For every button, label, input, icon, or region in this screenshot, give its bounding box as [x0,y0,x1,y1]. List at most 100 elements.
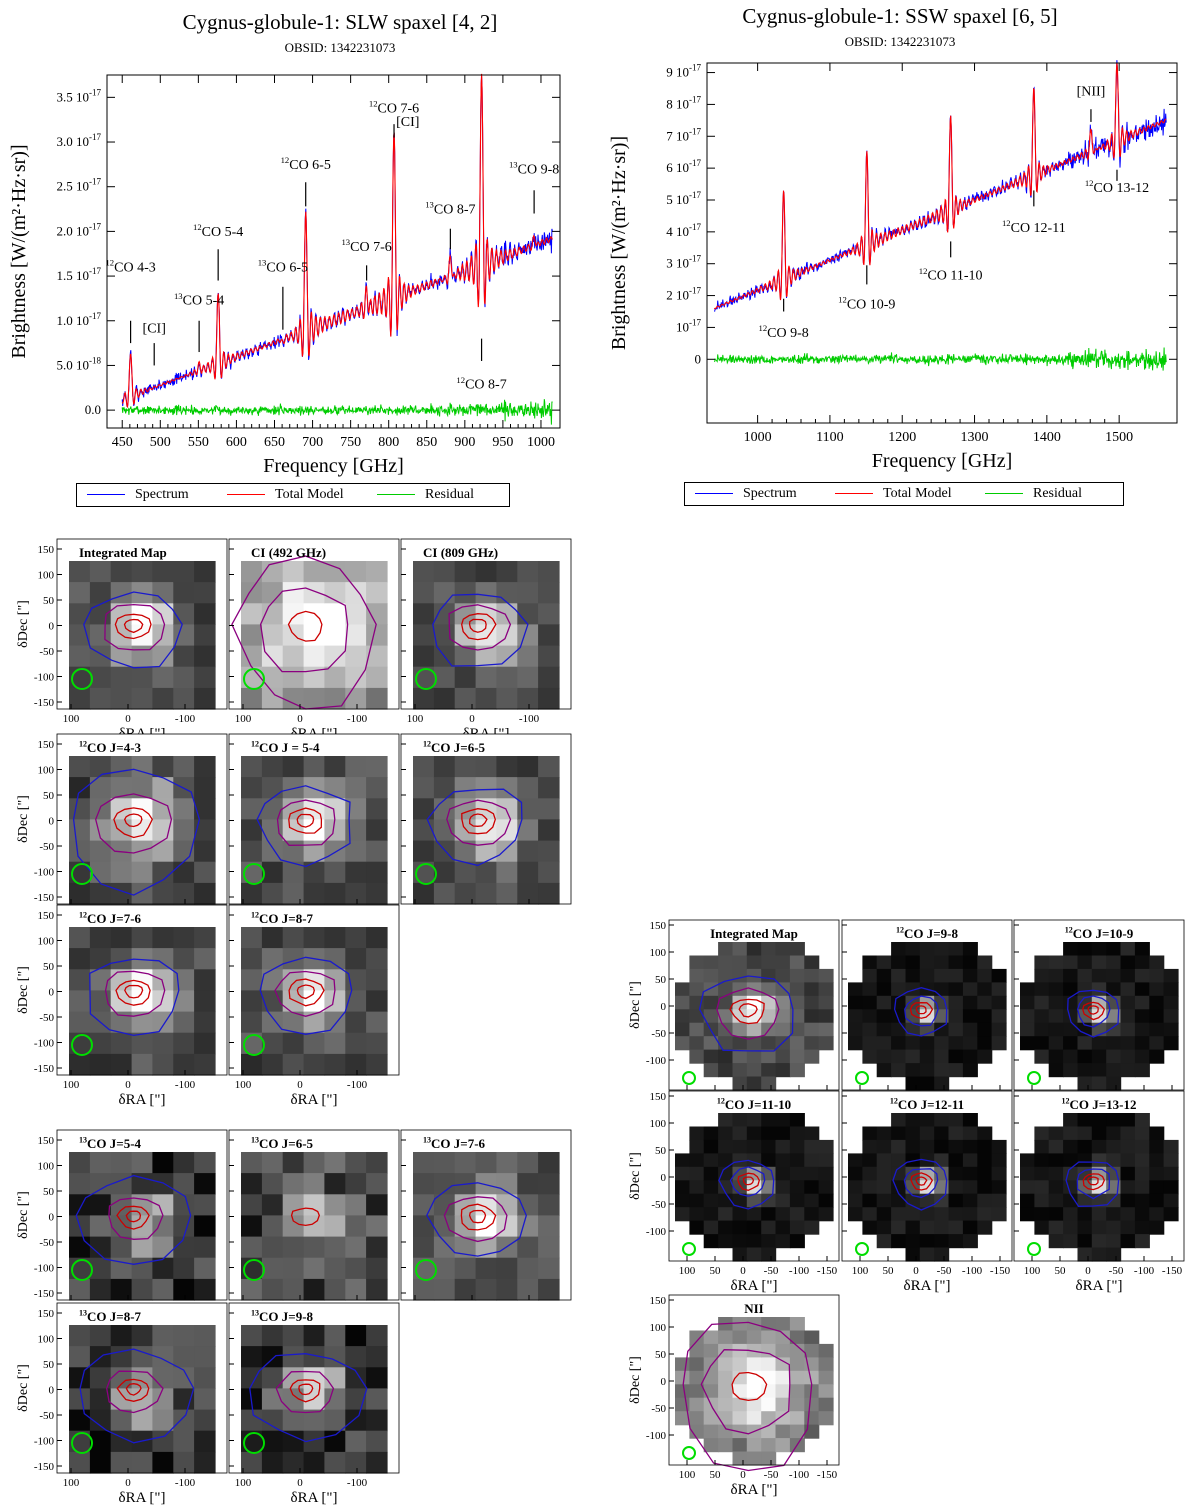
y-tick-label: 100 [650,1118,667,1130]
map-pixel [366,582,388,604]
map-pixel [194,1173,216,1195]
map-pixel [948,1049,964,1064]
map-pixel [732,942,748,957]
map-pixel [496,1194,518,1216]
map-pixel [1134,1126,1150,1141]
map-pixel [804,1220,820,1235]
y-tick-label: 2 10-17 [666,286,701,303]
map-pixel [1106,1126,1122,1141]
map-pixel [905,968,921,983]
map-pixel [324,1152,346,1174]
map-pixel [1034,1207,1050,1222]
map-pixel [891,1049,907,1064]
map-pixel [538,1215,560,1238]
map-pixel [454,1278,477,1301]
map-pixel [1063,1180,1079,1195]
map-pixel [475,840,498,863]
map-pixel [732,1076,748,1091]
map-pixel [718,1009,734,1024]
map-pixel [475,1278,498,1301]
map-pixel [675,1207,690,1222]
map-pixel [905,1207,921,1222]
map-pixel [1020,1022,1035,1037]
x-axis-title: δRA ["] [119,1490,166,1506]
x-tick-label: -100 [347,1477,368,1489]
map-pixel [241,756,263,778]
map-pixel [69,1325,91,1347]
map-pixel [718,1180,734,1195]
map-pixel [110,1053,133,1076]
map-pixel [110,948,133,970]
map-pixel [919,1193,935,1208]
map-frame [228,1302,400,1474]
map-pixel [689,1397,705,1412]
map-pixel [324,603,346,625]
total-model-series [713,62,1167,310]
map-pixel [703,995,719,1010]
map-pixel [1048,1234,1064,1249]
map-pixel [718,1220,734,1235]
x-axis-title: δRA ["] [1076,1278,1123,1294]
map-pixel [789,968,805,983]
map-title: Integrated Map [79,545,167,560]
map-pixel [689,1357,705,1372]
map-pixel [261,1215,284,1238]
map-contour [104,970,166,1017]
map-frame [228,1129,400,1301]
map-pixel [345,756,367,778]
map-pixel [1163,968,1179,983]
map-pixel [324,990,346,1013]
map-pixel [1134,995,1150,1010]
map-pixel [303,1236,326,1259]
map-pixel [261,666,284,689]
map-pixel [282,1388,305,1411]
map-title: 12CO J=11-10 [717,1097,791,1112]
map-pixel [1091,1220,1107,1235]
map-pixel [110,1236,133,1259]
map-pixel [948,982,964,997]
map-pixel [241,624,263,647]
map-pixel [1149,1153,1165,1168]
map-pixel [761,1153,777,1168]
map-pixel [761,1126,777,1141]
legend-total-model: Total Model [835,486,952,502]
map-pixel [110,687,133,710]
y-tick-label: -100 [646,1226,667,1238]
map-pixel [303,819,326,842]
map-pixel [718,1166,734,1181]
y-tick-label: 50 [655,1145,667,1157]
map-frame [228,904,400,1076]
map-pixel [977,1009,993,1024]
map-pixel [962,1126,978,1141]
map-pixel [241,1173,263,1195]
map-pixel [1106,1113,1122,1128]
map-pixel [152,1032,174,1055]
y-tick-label: -50 [39,1237,54,1249]
line-annotation: 12CO 12-11 [1002,218,1066,236]
map-pixel [454,840,477,863]
y-tick-label: 1.5 10-17 [57,266,102,283]
map-pixel [173,798,195,820]
map-pixel [241,840,263,863]
map-pixel [732,1126,748,1141]
x-tick-label: -100 [347,1079,368,1091]
map-pixel [775,1193,791,1208]
map-pixel [241,1367,263,1389]
map-pixel [703,1153,719,1168]
map-pixel [1134,1180,1150,1195]
map-pixel [746,968,762,983]
map-pixel [761,1113,777,1128]
map-pixel [173,819,195,842]
map-pixel [775,1063,791,1078]
y-tick-label: 7 10-17 [666,126,701,143]
map-contour [892,1158,948,1211]
map-pixel [194,1257,216,1280]
map-pixel [804,1193,820,1208]
map-pixel [475,1257,498,1280]
map-pixel [891,955,907,970]
map-pixel [454,687,477,710]
map-pixel [324,687,346,710]
map-pixel [746,995,762,1010]
map-pixel [496,687,518,710]
map-pixel [1149,1193,1165,1208]
